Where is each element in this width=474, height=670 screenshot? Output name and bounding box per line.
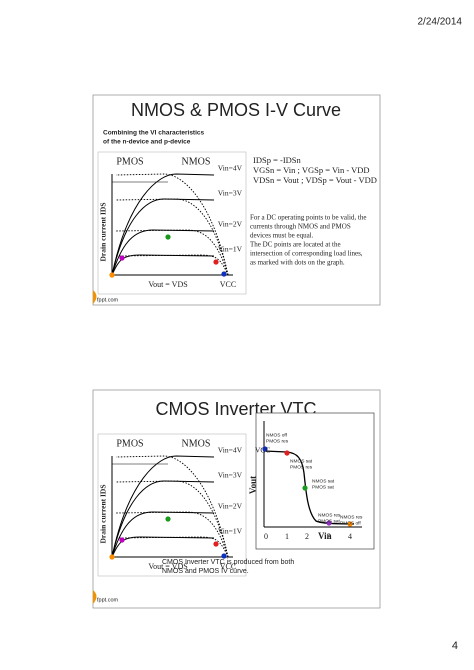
- operating-point: [347, 521, 353, 527]
- page-number: 4: [452, 640, 458, 652]
- equation: IDSp = -IDSn: [253, 155, 302, 165]
- vin-label: Vin=4V: [218, 446, 243, 455]
- vin-label: Vin=1V: [218, 527, 243, 536]
- y-axis-label: Vout: [248, 476, 258, 494]
- vin-label: Vin=2V: [218, 220, 243, 229]
- subtitle: of the n-device and p-device: [103, 139, 191, 146]
- equation: VDSn = Vout ; VDSp = Vout - VDD: [253, 175, 377, 185]
- x-axis-label: Vin: [318, 531, 332, 541]
- label: PMOS: [116, 438, 143, 449]
- footer: fppt.com: [97, 297, 119, 303]
- pmos-curve: [115, 455, 229, 558]
- vin-label: Vin=3V: [218, 189, 243, 198]
- body-text: currents through NMOS and PMOS: [250, 223, 351, 231]
- body-text: For a DC operating points to be valid, t…: [250, 214, 366, 222]
- region-label: PMOS off: [340, 520, 361, 526]
- operating-point: [119, 537, 125, 543]
- footer: fppt.com: [97, 597, 119, 603]
- caption: NMOS and PMOS IV curve.: [162, 568, 249, 575]
- vin-label: Vin=4V: [218, 164, 243, 173]
- x-tick-label: 4: [348, 532, 352, 541]
- label: NMOS: [182, 438, 211, 449]
- vcc-label: VCC: [255, 446, 270, 455]
- y-axis-label: Drain current IDS: [99, 484, 108, 543]
- body-text: devices must be equal.: [250, 232, 314, 240]
- x-axis-label: Vout = VDS: [148, 562, 187, 571]
- operating-point: [221, 553, 227, 559]
- footer-corner: [93, 590, 97, 604]
- y-axis-label: Drain current IDS: [99, 202, 108, 261]
- vin-label: Vin=1V: [218, 245, 243, 254]
- operating-point: [262, 446, 268, 452]
- operating-point: [109, 554, 115, 560]
- body-text: as marked with dots on the graph.: [250, 259, 345, 267]
- region-label: PMOS sat: [312, 484, 335, 490]
- operating-point: [109, 272, 115, 278]
- region-label: PMOS res: [290, 464, 313, 470]
- x-tick-label: 3: [327, 532, 331, 541]
- region-label: NMOS sat: [312, 478, 335, 484]
- label: PMOS: [116, 156, 143, 167]
- x-axis-end: VCC: [220, 562, 236, 571]
- iv-graph: PMOS NMOS Vin=4V Vin=3V Vin=2V Vin=1V Drain cu…: [97, 433, 247, 577]
- nmos-curve: [111, 455, 215, 558]
- body-text: intersection of corresponding load lines…: [250, 250, 363, 258]
- footer-corner: [93, 290, 97, 304]
- pmos-curve: [115, 511, 229, 558]
- vtc-curve: [263, 450, 355, 525]
- pmos-curve: [115, 173, 229, 276]
- x-axis-label: Vout = VDS: [148, 280, 187, 289]
- vin-label: Vin=3V: [218, 471, 243, 480]
- operating-point: [165, 516, 171, 522]
- iv-graph: PMOS NMOS Vin=4V Vin=3V Vin=2V Vin=1V Drain cu…: [97, 151, 247, 295]
- vin-label: Vin=2V: [218, 502, 243, 511]
- pmos-curve: [115, 480, 229, 558]
- x-axis-end: VCC: [220, 280, 236, 289]
- operating-point: [119, 255, 125, 261]
- region-label: PMOS res: [266, 438, 289, 444]
- nmos-curve: [111, 229, 215, 276]
- slide-title: NMOS & PMOS I-V Curve: [131, 100, 341, 120]
- x-tick-label: 1: [285, 532, 289, 541]
- nmos-curve: [111, 511, 215, 558]
- region-label: NMOS res: [318, 512, 341, 518]
- operating-point: [302, 485, 308, 491]
- operating-point: [213, 259, 219, 265]
- nmos-curve: [111, 173, 215, 276]
- equation: VGSn = Vin ; VGSp = Vin - VDD: [253, 165, 370, 175]
- subtitle: Combining the VI characteristics: [103, 130, 205, 137]
- region-label: NMOS res: [340, 514, 363, 520]
- graph-bg: [255, 412, 375, 550]
- region-label: NMOS sat: [290, 458, 313, 464]
- operating-point: [221, 271, 227, 277]
- date: 2/24/2014: [418, 17, 463, 28]
- region-label: PMOS sat: [318, 518, 341, 524]
- operating-point: [213, 541, 219, 547]
- x-tick-label: 2: [305, 532, 309, 541]
- x-tick-label: 0: [264, 532, 268, 541]
- label: NMOS: [182, 156, 211, 167]
- operating-point: [326, 520, 332, 526]
- caption: CMOS Inverter VTC is produced from both: [162, 559, 294, 566]
- pmos-curve: [115, 229, 229, 276]
- pmos-curve: [115, 198, 229, 276]
- region-label: NMOS off: [266, 432, 288, 438]
- operating-point: [165, 234, 171, 240]
- body-text: The DC points are located at the: [250, 241, 341, 249]
- operating-point: [284, 450, 290, 456]
